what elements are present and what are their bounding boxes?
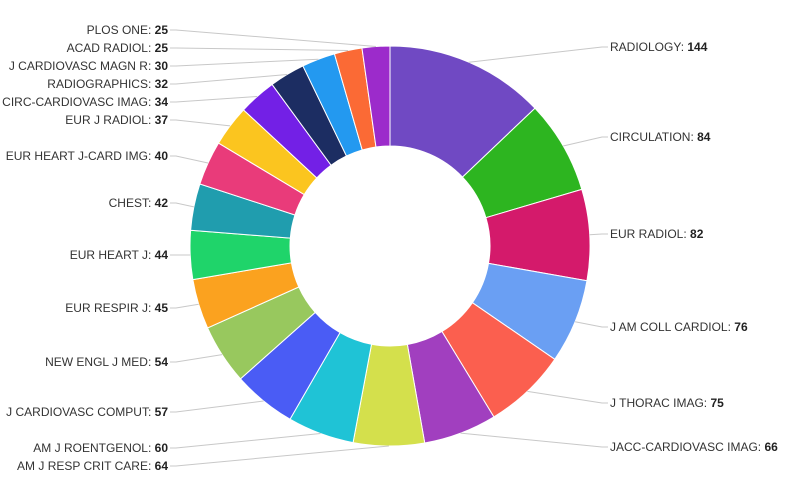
label-eur-heart-j: EUR HEART J: 44 [70, 248, 169, 262]
label-acad-radiol: ACAD RADIOL: 25 [67, 41, 169, 55]
leader-line-plos-one [170, 29, 376, 47]
label-value-eur-heart-j: 44 [155, 248, 169, 262]
label-j-cardiovasc-comput: J CARDIOVASC COMPUT: 57 [6, 405, 168, 419]
label-j-thorac-imag: J THORAC IMAG: 75 [610, 396, 724, 410]
label-category-eur-radiol: EUR RADIOL: [610, 227, 690, 241]
label-category-radiographics: RADIOGRAPHICS: [47, 77, 154, 91]
label-value-eur-radiol: 82 [690, 227, 704, 241]
leader-line-chest [170, 202, 194, 208]
label-category-eur-heart-j: EUR HEART J: [70, 248, 155, 262]
label-value-new-engl-j-med: 54 [155, 355, 169, 369]
leader-line-eur-respir-j [170, 303, 199, 309]
label-category-chest: CHEST: [109, 196, 155, 210]
leader-line-circulation [563, 136, 608, 147]
label-value-radiology: 144 [687, 40, 707, 54]
label-radiology: RADIOLOGY: 144 [610, 40, 708, 54]
label-value-circ-cardiovasc-imag: 34 [155, 95, 169, 109]
label-radiographics: RADIOGRAPHICS: 32 [47, 77, 168, 91]
label-jacc-cardiovasc-imag: JACC-CARDIOVASC IMAG: 66 [610, 440, 778, 454]
label-j-am-coll-cardiol: J AM COLL CARDIOL: 76 [610, 320, 748, 334]
label-eur-heart-j-card-img: EUR HEART J-CARD IMG: 40 [6, 149, 169, 163]
leader-line-new-engl-j-med [170, 354, 223, 363]
label-value-circulation: 84 [697, 130, 711, 144]
label-category-j-cardiovasc-comput: J CARDIOVASC COMPUT: [6, 405, 154, 419]
label-value-am-j-resp-crit-care: 64 [155, 459, 169, 473]
label-am-j-roentgenol: AM J ROENTGENOL: 60 [33, 441, 168, 455]
slice-plos-one [361, 45, 391, 148]
label-am-j-resp-crit-care: AM J RESP CRIT CARE: 64 [17, 459, 168, 473]
leader-line-radiographics [170, 74, 288, 85]
label-value-j-cardiovasc-magn-r: 30 [155, 59, 169, 73]
leader-line-am-j-resp-crit-care [170, 445, 389, 467]
label-value-plos-one: 25 [155, 23, 169, 37]
label-value-radiographics: 32 [155, 77, 169, 91]
label-value-am-j-roentgenol: 60 [155, 441, 169, 455]
label-value-acad-radiol: 25 [155, 41, 169, 55]
label-category-eur-heart-j-card-img: EUR HEART J-CARD IMG: [6, 149, 155, 163]
label-category-am-j-resp-crit-care: AM J RESP CRIT CARE: [17, 459, 155, 473]
leader-line-radiology [468, 46, 608, 63]
label-category-circ-cardiovasc-imag: CIRC-CARDIOVASC IMAG: [2, 95, 154, 109]
label-category-j-cardiovasc-magn-r: J CARDIOVASC MAGN R: [9, 59, 155, 73]
label-eur-respir-j: EUR RESPIR J: 45 [65, 301, 168, 315]
label-category-eur-j-radiol: EUR J RADIOL: [65, 113, 154, 127]
labels-group: RADIOLOGY: 144 CIRCULATION: 84 EUR RADIOL:… [2, 23, 778, 473]
leader-line-eur-radiol [589, 233, 608, 236]
label-j-cardiovasc-magn-r: J CARDIOVASC MAGN R: 30 [9, 59, 168, 73]
label-category-acad-radiol: ACAD RADIOL: [67, 41, 155, 55]
label-category-radiology: RADIOLOGY: [610, 40, 687, 54]
label-value-eur-respir-j: 45 [155, 301, 169, 315]
leader-line-eur-j-radiol [170, 119, 231, 127]
leader-line-j-thorac-imag [527, 390, 608, 404]
label-new-engl-j-med: NEW ENGL J MED: 54 [45, 355, 168, 369]
label-circulation: CIRCULATION: 84 [610, 130, 711, 144]
label-value-chest: 42 [155, 196, 169, 210]
label-value-jacc-cardiovasc-imag: 66 [764, 440, 778, 454]
label-plos-one: PLOS ONE: 25 [87, 23, 169, 37]
label-eur-radiol: EUR RADIOL: 82 [610, 227, 704, 241]
label-value-j-thorac-imag: 75 [710, 396, 724, 410]
label-value-j-cardiovasc-comput: 57 [155, 405, 169, 419]
leader-line-circ-cardiovasc-imag [170, 95, 258, 103]
label-value-j-am-coll-cardiol: 76 [734, 320, 748, 334]
leader-line-j-cardiovasc-magn-r [170, 58, 319, 67]
label-chest: CHEST: 42 [109, 196, 169, 210]
leader-line-eur-heart-j-card-img [170, 155, 209, 164]
leader-lines-group [170, 29, 608, 467]
label-category-new-engl-j-med: NEW ENGL J MED: [45, 355, 155, 369]
label-circ-cardiovasc-imag: CIRC-CARDIOVASC IMAG: 34 [2, 95, 168, 109]
label-category-plos-one: PLOS ONE: [87, 23, 155, 37]
slices-group [189, 45, 591, 447]
label-category-am-j-roentgenol: AM J ROENTGENOL: [33, 441, 154, 455]
leader-line-jacc-cardiovasc-imag [460, 432, 608, 448]
label-value-eur-heart-j-card-img: 40 [155, 149, 169, 163]
label-eur-j-radiol: EUR J RADIOL: 37 [65, 113, 168, 127]
label-category-circulation: CIRCULATION: [610, 130, 697, 144]
label-category-j-thorac-imag: J THORAC IMAG: [610, 396, 710, 410]
label-category-jacc-cardiovasc-imag: JACC-CARDIOVASC IMAG: [610, 440, 764, 454]
label-category-j-am-coll-cardiol: J AM COLL CARDIOL: [610, 320, 734, 334]
leader-line-j-am-coll-cardiol [575, 321, 608, 328]
leader-line-am-j-roentgenol [170, 433, 321, 449]
leader-line-j-cardiovasc-comput [170, 400, 264, 413]
leader-line-acad-radiol [170, 47, 349, 51]
label-value-eur-j-radiol: 37 [155, 113, 169, 127]
label-category-eur-respir-j: EUR RESPIR J: [65, 301, 154, 315]
